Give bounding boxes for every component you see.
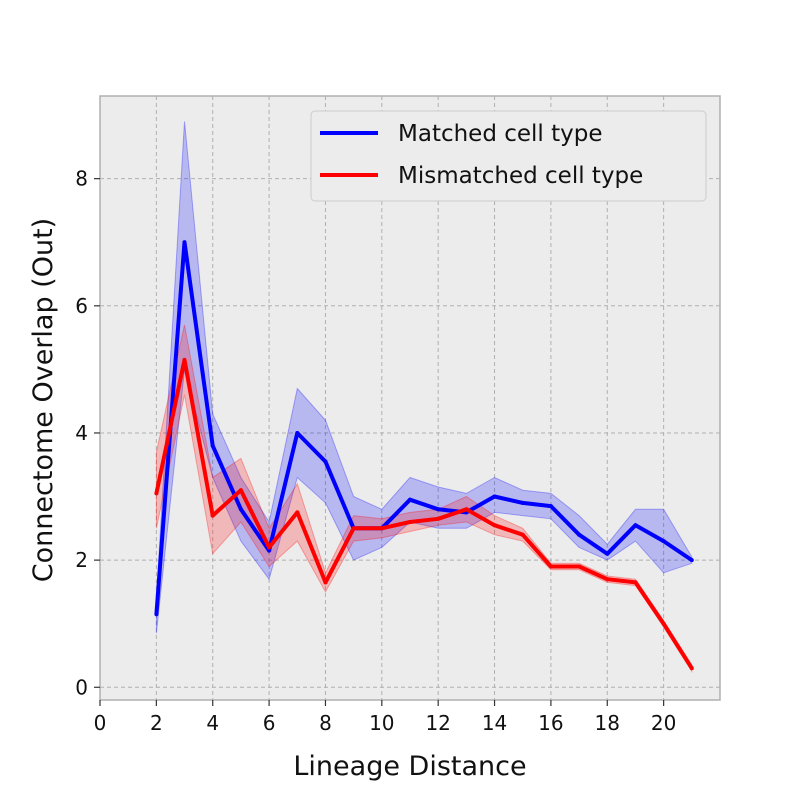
matched-legend-label: Matched cell type [398, 121, 603, 147]
mismatched-data-point [379, 526, 384, 531]
matched-data-point [436, 507, 441, 512]
mismatched-data-point [154, 491, 159, 496]
y-tick-label: 2 [75, 548, 88, 572]
matched-data-point [182, 240, 187, 245]
x-tick-label: 20 [651, 711, 676, 735]
x-tick-label: 6 [263, 711, 276, 735]
mismatched-data-point [238, 488, 243, 493]
mismatched-data-point [689, 666, 694, 671]
matched-data-point [267, 548, 272, 553]
axis-ticks: 0 2 4 6 8 10 12 14 16 18 20 0 2 4 6 8 [75, 167, 676, 735]
y-tick-label: 8 [75, 167, 88, 191]
matched-series-line [154, 240, 693, 615]
legend-box [310, 110, 707, 202]
mismatched-data-point [464, 507, 469, 512]
x-tick-label: 14 [482, 711, 507, 735]
x-axis-label: Lineage Distance [293, 751, 526, 782]
matched-data-point [210, 443, 215, 448]
mismatched-data-point [323, 580, 328, 585]
x-tick-label: 2 [150, 711, 163, 735]
mismatched-data-point [182, 357, 187, 362]
confidence-bands [155, 121, 693, 674]
matched-data-point [238, 507, 243, 512]
series-lines [154, 240, 694, 671]
mismatched-data-point [605, 577, 610, 582]
x-tick-label: 12 [425, 711, 450, 735]
mismatched-data-point [408, 520, 412, 524]
mismatched-series-line [154, 357, 694, 670]
mismatched-data-point [492, 523, 497, 528]
matched-data-point [548, 504, 553, 509]
x-tick-label: 8 [319, 711, 332, 735]
matched-data-point [154, 612, 159, 617]
mismatched-data-point [633, 580, 638, 585]
mismatched-data-point [577, 564, 582, 569]
mismatched-legend-label: Mismatched cell type [398, 163, 643, 189]
matched-data-point [605, 551, 610, 556]
x-tick-label: 4 [206, 711, 219, 735]
matched-data-point [492, 494, 497, 499]
x-tick-label: 10 [369, 711, 394, 735]
y-tick-label: 4 [75, 421, 88, 445]
mismatched-confidence-band [155, 324, 693, 674]
matched-data-point [520, 500, 525, 505]
y-tick-label: 6 [75, 294, 88, 318]
matched-data-point [689, 558, 694, 563]
legend: Matched cell type Mismatched cell type [310, 110, 707, 202]
mismatched-data-point [661, 621, 666, 626]
mismatched-data-point [436, 516, 441, 521]
mismatched-data-point [295, 510, 300, 515]
matched-data-point [633, 523, 638, 528]
mismatched-data-point [520, 532, 525, 537]
x-tick-label: 18 [595, 711, 620, 735]
y-tick-label: 0 [75, 675, 88, 699]
matched-data-point [577, 532, 582, 537]
matched-confidence-band [155, 121, 693, 634]
matched-data-point [408, 497, 412, 502]
x-tick-label: 16 [538, 711, 563, 735]
matched-data-point [295, 431, 300, 435]
matched-data-point [323, 459, 328, 464]
mismatched-data-point [267, 545, 272, 550]
mismatched-data-point [548, 564, 553, 569]
mismatched-data-point [351, 526, 356, 531]
y-axis-label: Connectome Overlap (Out) [28, 218, 59, 582]
mismatched-data-point [210, 513, 215, 518]
x-tick-label: 0 [94, 711, 107, 735]
matched-data-point [661, 539, 666, 544]
